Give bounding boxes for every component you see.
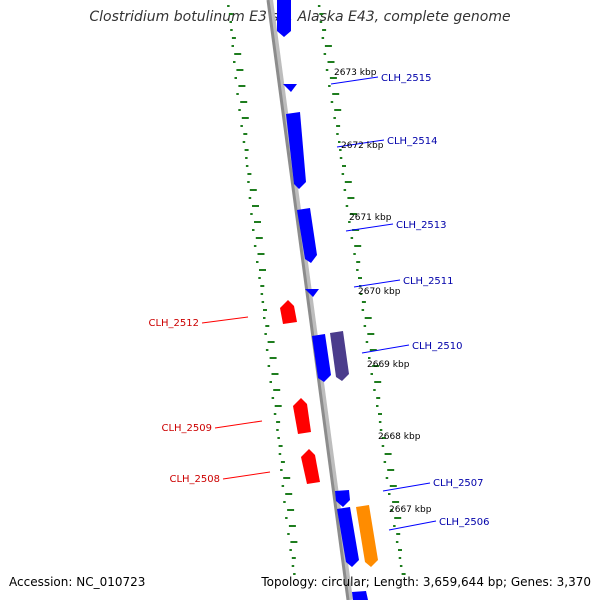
tick-label-2670: 2670 kbp xyxy=(358,287,401,297)
topology-text: Topology: circular; Length: 3,659,644 bp… xyxy=(261,575,591,589)
accession-text: Accession: NC_010723 xyxy=(9,575,146,589)
tick-label-2673: 2673 kbp xyxy=(334,68,377,78)
tick-label-2668: 2668 kbp xyxy=(378,432,421,442)
gene-arrow-clh-2510[interactable] xyxy=(312,334,331,382)
leader-clh-2508 xyxy=(222,471,271,480)
gene-arrow-clh-2515[interactable] xyxy=(283,84,297,92)
gc-track-right xyxy=(317,5,406,575)
gene-arrow-clh-2508[interactable] xyxy=(301,449,320,484)
leader-clh-2514 xyxy=(336,139,385,148)
gene-arrow-clh-2507[interactable] xyxy=(335,490,350,507)
gene-label-clh-2514[interactable]: CLH_2514 xyxy=(387,136,438,147)
map-title: Clostridium botulinum E3 str. Alaska E43… xyxy=(89,9,511,25)
leader-clh-2512 xyxy=(201,316,249,324)
leader-clh-2513 xyxy=(345,223,394,232)
gene-arrow-clh-2506-b[interactable] xyxy=(356,505,378,567)
gene-label-clh-2507[interactable]: CLH_2507 xyxy=(433,478,484,489)
gene-arrow-clh-2510-b[interactable] xyxy=(330,331,349,381)
gene-arrow-clh-2511[interactable] xyxy=(305,289,319,297)
leader-clh-2510 xyxy=(361,344,410,354)
gene-arrow-clh-2509[interactable] xyxy=(293,398,311,434)
gene-label-clh-2513[interactable]: CLH_2513 xyxy=(396,220,447,231)
gene-arrow-clh-2512[interactable] xyxy=(280,300,297,324)
tick-label-2672: 2672 kbp xyxy=(341,141,384,151)
gene-label-clh-2506[interactable]: CLH_2506 xyxy=(439,517,490,528)
gene-label-clh-2509[interactable]: CLH_2509 xyxy=(161,423,212,434)
gc-track-left xyxy=(227,5,298,575)
leader-clh-2506 xyxy=(388,520,437,531)
leader-clh-2507 xyxy=(382,482,431,492)
gene-label-clh-2515[interactable]: CLH_2515 xyxy=(381,73,432,84)
gene-label-clh-2511[interactable]: CLH_2511 xyxy=(403,276,454,287)
backbone-line xyxy=(266,0,350,600)
gene-label-clh-2510[interactable]: CLH_2510 xyxy=(412,341,463,352)
gene-label-clh-2512[interactable]: CLH_2512 xyxy=(148,318,199,329)
gene-arrow-top[interactable] xyxy=(277,0,291,37)
leader-clh-2511 xyxy=(353,279,401,288)
gene-arrow-clh-2513[interactable] xyxy=(297,208,317,263)
gene-label-clh-2508[interactable]: CLH_2508 xyxy=(169,474,220,485)
tick-label-2671: 2671 kbp xyxy=(349,213,392,223)
gene-arrow-clh-2514[interactable] xyxy=(286,112,306,189)
tick-label-2669: 2669 kbp xyxy=(367,360,410,370)
gene-arrow-bottom[interactable] xyxy=(352,591,368,600)
tick-label-2667: 2667 kbp xyxy=(389,505,432,515)
gene-arrow-clh-2506[interactable] xyxy=(337,507,359,567)
leader-clh-2515 xyxy=(330,76,379,85)
leader-clh-2509 xyxy=(214,420,263,429)
